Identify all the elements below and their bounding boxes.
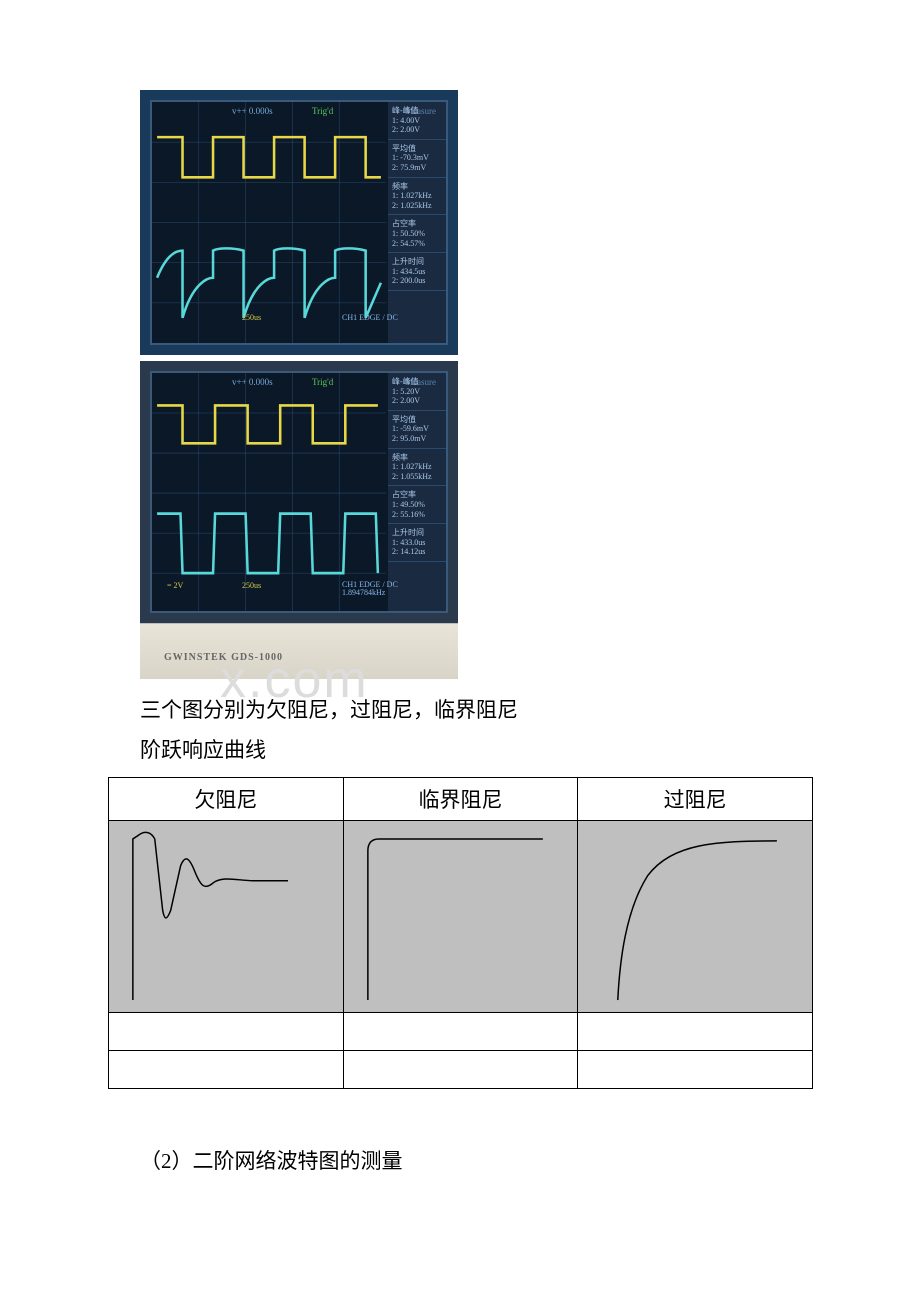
table-empty-3 — [578, 1012, 813, 1050]
scope-measure-item: 占空率 1: 50.50% 2: 54.57% — [388, 215, 446, 253]
scope-measure-item: 平均值 1: -70.3mV 2: 75.9mV — [388, 140, 446, 178]
scope2-bottom-right: CH1 EDGE / DC 1.894784kHz — [342, 581, 398, 597]
table-empty-4 — [109, 1050, 344, 1088]
scope2-measurements: 峰-峰值 1: 5.20V 2: 2.00V平均值 1: -59.6mV 2: … — [388, 373, 446, 611]
caption-damping-types: 三个图分别为欠阻尼，过阻尼，临界阻尼 — [140, 691, 812, 731]
curve-cell-overdamped — [578, 820, 813, 1012]
critical-curve — [344, 821, 578, 1012]
scope2-bottom-center: 250us — [242, 581, 261, 590]
table-header-critical: 临界阻尼 — [343, 777, 578, 820]
scope-measure-item: 上升时间 1: 434.5us 2: 200.0us — [388, 253, 446, 291]
overdamped-curve — [578, 821, 812, 1012]
oscilloscope-screenshot-2: v++ 0.000s Trig'd Measure — [140, 361, 458, 623]
step-response-table: 欠阻尼 临界阻尼 过阻尼 — [108, 777, 813, 1089]
scope2-waveform — [152, 373, 386, 611]
scope-measure-item: 峰-峰值 1: 5.20V 2: 2.00V — [388, 373, 446, 411]
curve-cell-underdamped — [109, 820, 344, 1012]
caption-step-response: 阶跃响应曲线 — [140, 731, 812, 771]
table-empty-5 — [343, 1050, 578, 1088]
table-empty-2 — [343, 1012, 578, 1050]
section-2-heading: （2）二阶网络波特图的测量 — [140, 1145, 812, 1175]
table-empty-6 — [578, 1050, 813, 1088]
scope1-waveform — [152, 102, 386, 343]
oscilloscope-screenshot-1: v++ 0.000s Trig'd Measure — [140, 90, 458, 355]
scope1-measurements: 峰-峰值 1: 4.00V 2: 2.00V平均值 1: -70.3mV 2: … — [388, 102, 446, 343]
scope2-bottom-left: = 2V — [167, 581, 183, 590]
scope-measure-item: 平均值 1: -59.6mV 2: 95.0mV — [388, 411, 446, 449]
curve-cell-critical — [343, 820, 578, 1012]
scope-measure-item: 频率 1: 1.027kHz 2: 1.055kHz — [388, 449, 446, 487]
scope-measure-item: 频率 1: 1.027kHz 2: 1.025kHz — [388, 178, 446, 216]
scope-measure-item: 峰-峰值 1: 4.00V 2: 2.00V — [388, 102, 446, 140]
scope1-bottom-right: CH1 EDGE / DC — [342, 313, 398, 322]
underdamped-curve — [109, 821, 343, 1012]
scope-measure-item: 上升时间 1: 433.0us 2: 14.12us — [388, 524, 446, 562]
table-empty-1 — [109, 1012, 344, 1050]
table-header-underdamped: 欠阻尼 — [109, 777, 344, 820]
scope-measure-item: 占空率 1: 49.50% 2: 55.16% — [388, 486, 446, 524]
table-header-overdamped: 过阻尼 — [578, 777, 813, 820]
scope1-bottom-center: 250us — [242, 313, 261, 322]
